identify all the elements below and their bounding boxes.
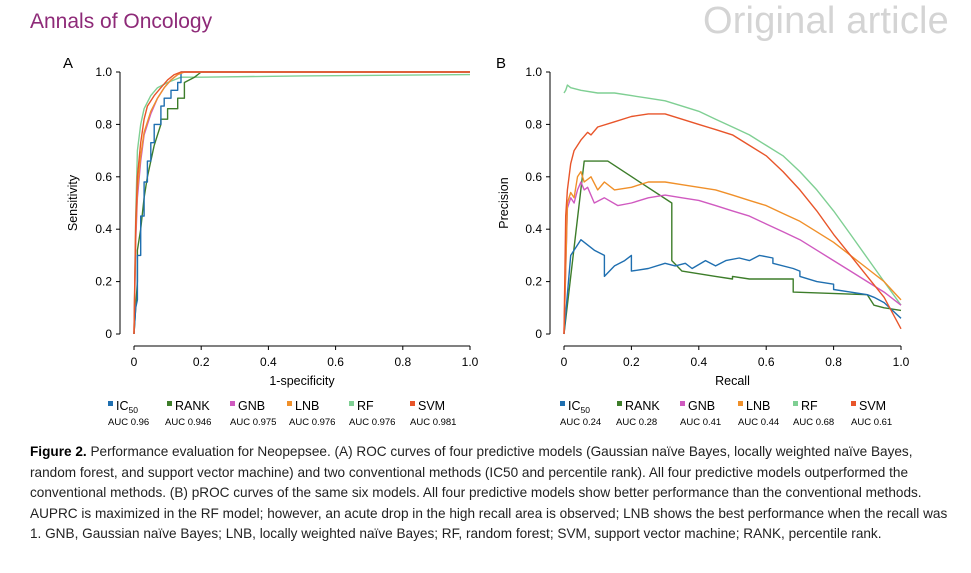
y-tick-label-a: 0.8: [95, 117, 112, 131]
legend-label-text: IC: [116, 399, 129, 413]
x-axis-label-a: 1-specificity: [269, 374, 335, 388]
x-tick-label-b: 0.4: [690, 355, 707, 369]
legend-label-lnb-a: LNB: [295, 399, 319, 413]
y-tick-label-a: 0: [105, 327, 112, 341]
legend-swatch-rank-a: [167, 401, 172, 406]
x-tick-label-b: 0: [561, 355, 568, 369]
x-tick-label-b: 0.2: [623, 355, 640, 369]
legend-auc-svm-b: AUC 0.61: [851, 417, 892, 428]
legend-label-ic50-a: IC50: [116, 399, 138, 415]
legend-auc-rank-a: AUC 0.946: [165, 417, 211, 428]
y-tick-label-a: 0.2: [95, 275, 112, 289]
legend-label-ic50-b: IC50: [568, 399, 590, 415]
y-tick-label-a: 0.6: [95, 170, 112, 184]
legend-swatch-gnb-b: [680, 401, 685, 406]
legend-swatch-ic50-a: [108, 401, 113, 406]
x-tick-label-b: 0.6: [758, 355, 775, 369]
legend-swatch-svm-b: [851, 401, 856, 406]
caption-text: Performance evaluation for Neopepsee. (A…: [30, 444, 948, 542]
legend-label-text: SVM: [859, 399, 886, 413]
series-line-gnb-b: [563, 181, 902, 335]
legend-auc-ic50-b: AUC 0.24: [560, 417, 601, 428]
x-tick-label-b: 0.8: [825, 355, 842, 369]
x-tick-label-a: 1.0: [462, 355, 479, 369]
legend-swatch-gnb-a: [230, 401, 235, 406]
x-tick-label-a: 0.4: [260, 355, 277, 369]
legend-label-text: GNB: [688, 399, 715, 413]
legend-label-text: SVM: [418, 399, 445, 413]
y-tick-label-a: 0.4: [95, 222, 112, 236]
legend-label-text: RANK: [625, 399, 660, 413]
series-line-rank-a: [133, 71, 470, 335]
series-line-rank-b: [563, 160, 902, 335]
legend-label-text: RF: [357, 399, 374, 413]
series-line-gnb-a: [133, 71, 470, 335]
legend-label-text: RF: [801, 399, 818, 413]
legend-label-gnb-b: GNB: [688, 399, 715, 413]
x-axis-label-b: Recall: [715, 374, 750, 388]
series-line-svm-a: [133, 71, 470, 335]
x-tick-label-a: 0: [131, 355, 138, 369]
legend-label-rank-a: RANK: [175, 399, 210, 413]
legend-label-text: IC: [568, 399, 581, 413]
legend-auc-gnb-b: AUC 0.41: [680, 417, 721, 428]
series-line-lnb-a: [133, 71, 470, 335]
y-tick-label-b: 1.0: [525, 65, 542, 79]
y-tick-label-b: 0.8: [525, 117, 542, 131]
legend-swatch-rank-b: [617, 401, 622, 406]
panel-letter-b: B: [496, 55, 506, 72]
y-axis-label-a: Sensitivity: [66, 174, 80, 231]
legend-label-text: RANK: [175, 399, 210, 413]
x-tick-label-a: 0.8: [394, 355, 411, 369]
series-line-lnb-b: [563, 170, 902, 335]
legend-auc-svm-a: AUC 0.981: [410, 417, 456, 428]
legend-auc-rank-b: AUC 0.28: [616, 417, 657, 428]
series-line-rf-b: [563, 84, 902, 306]
legend-swatch-svm-a: [410, 401, 415, 406]
x-tick-label-a: 0.6: [327, 355, 344, 369]
journal-title: Annals of Oncology: [30, 10, 213, 33]
legend-auc-lnb-b: AUC 0.44: [738, 417, 779, 428]
legend-label-rank-b: RANK: [625, 399, 660, 413]
y-tick-label-b: 0.2: [525, 275, 542, 289]
legend-auc-rf-b: AUC 0.68: [793, 417, 834, 428]
legend-label-subscript: 50: [129, 405, 139, 415]
y-tick-label-b: 0: [535, 327, 542, 341]
legend-label-rf-b: RF: [801, 399, 818, 413]
legend-label-rf-a: RF: [357, 399, 374, 413]
article-type-label: Original article: [702, 0, 949, 42]
legend-auc-gnb-a: AUC 0.975: [230, 417, 276, 428]
legend-label-text: GNB: [238, 399, 265, 413]
series-line-rf-a: [133, 73, 471, 335]
panel-letter-a: A: [63, 55, 73, 72]
legend-label-text: LNB: [295, 399, 319, 413]
y-tick-label-b: 0.4: [525, 222, 542, 236]
figure-2: A 0 0.2 0.4 0.6 0.8 1.0 0 0.2 0.4 0.6 0.8 1.0 1-speci…: [63, 55, 910, 428]
series-line-ic50-a: [133, 71, 470, 335]
y-axis-label-b: Precision: [497, 177, 511, 228]
legend-swatch-ic50-b: [560, 401, 565, 406]
y-tick-label-a: 1.0: [95, 65, 112, 79]
legend-auc-lnb-a: AUC 0.976: [289, 417, 335, 428]
series-line-ic50-b: [563, 238, 902, 335]
legend-label-subscript: 50: [581, 405, 591, 415]
y-tick-label-b: 0.6: [525, 170, 542, 184]
legend-swatch-rf-b: [793, 401, 798, 406]
x-tick-label-a: 0.2: [193, 355, 210, 369]
legend-swatch-lnb-b: [738, 401, 743, 406]
legend-label-gnb-a: GNB: [238, 399, 265, 413]
x-tick-label-b: 1.0: [893, 355, 910, 369]
legend-swatch-lnb-a: [287, 401, 292, 406]
legend-auc-rf-a: AUC 0.976: [349, 417, 395, 428]
legend-auc-ic50-a: AUC 0.96: [108, 417, 149, 428]
legend-label-text: LNB: [746, 399, 770, 413]
legend-label-svm-a: SVM: [418, 399, 445, 413]
figure-caption: Figure 2. Performance evaluation for Neo…: [30, 442, 950, 545]
legend-label-lnb-b: LNB: [746, 399, 770, 413]
series-line-svm-b: [563, 113, 902, 335]
caption-label: Figure 2.: [30, 444, 87, 459]
legend-swatch-rf-a: [349, 401, 354, 406]
legend-label-svm-b: SVM: [859, 399, 886, 413]
